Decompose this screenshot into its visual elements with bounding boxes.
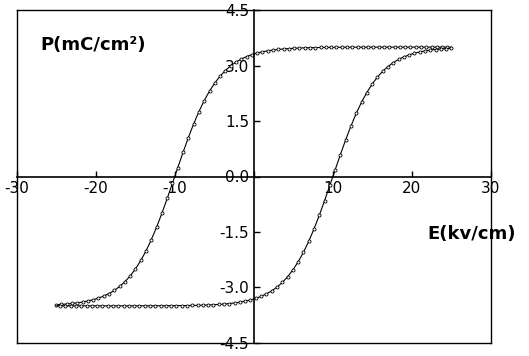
Text: E(kv/cm): E(kv/cm)	[428, 225, 516, 242]
Text: P(mC/cm²): P(mC/cm²)	[40, 36, 146, 54]
